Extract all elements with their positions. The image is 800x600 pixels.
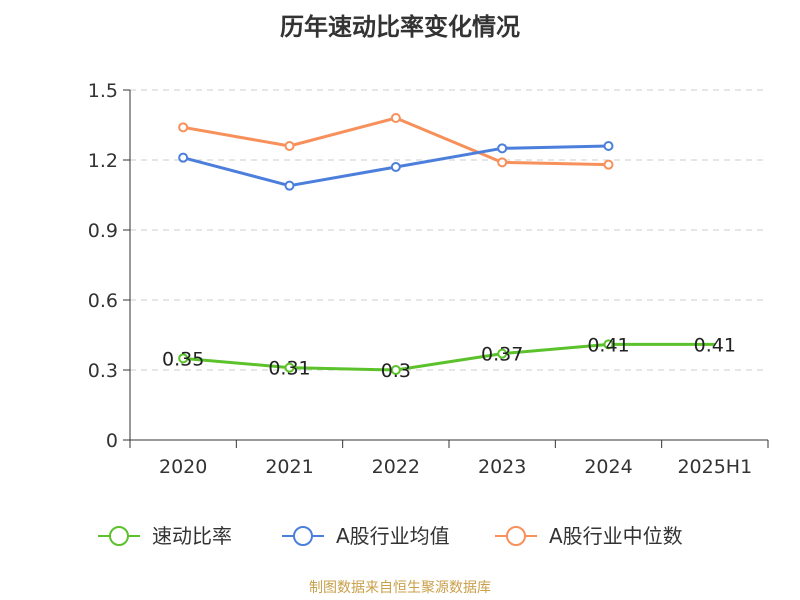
- data-point: [603, 141, 614, 151]
- data-point: [390, 113, 401, 123]
- chart-title: 历年速动比率变化情况: [280, 13, 520, 41]
- y-tick-label: 0.3: [88, 360, 118, 382]
- legend-item[interactable]: 速动比率: [98, 524, 232, 548]
- data-point: [178, 122, 189, 133]
- legend-label: A股行业均值: [336, 524, 450, 548]
- data-point: [178, 152, 189, 163]
- legend-label: 速动比率: [152, 524, 232, 548]
- series-line: [182, 116, 609, 167]
- legend-marker: [109, 526, 129, 546]
- data-label: 0.35: [162, 348, 204, 370]
- data-label: 0.41: [694, 334, 736, 356]
- data-labels: 0.35 0.31 0.3 0.37 0.41 0.41: [162, 334, 736, 382]
- data-point: [497, 157, 508, 168]
- data-point: [178, 353, 189, 364]
- series-layer: [178, 113, 715, 375]
- x-tick-label: 2025H1: [677, 456, 752, 478]
- y-axis: 0 0.3 0.6 0.9 1.2 1.5: [88, 80, 131, 452]
- x-tick-label: 2020: [159, 456, 207, 478]
- series-line: [183, 342, 715, 372]
- data-point: [284, 141, 295, 151]
- data-label: 0.3: [381, 360, 411, 382]
- legend-marker: [293, 526, 313, 546]
- data-point: [603, 159, 614, 170]
- legend-item[interactable]: A股行业均值: [282, 524, 450, 548]
- x-tick-label: 2023: [478, 456, 526, 478]
- legend-marker: [506, 526, 526, 546]
- y-tick-label: 1.5: [88, 80, 118, 102]
- grid-lines: [130, 89, 768, 371]
- y-tick-label: 0.9: [88, 220, 118, 242]
- x-tick-label: 2022: [372, 456, 420, 478]
- data-point: [284, 180, 295, 191]
- data-label: 0.31: [268, 358, 310, 380]
- data-point: [390, 365, 401, 375]
- x-axis: 2020 2021 2022 2023 2024 2025H1: [129, 439, 769, 478]
- data-label: 0.41: [587, 334, 629, 356]
- x-tick-label: 2021: [265, 456, 313, 478]
- data-point: [390, 162, 401, 172]
- data-point: [497, 348, 508, 359]
- x-tick-label: 2024: [584, 456, 632, 478]
- data-point: [284, 362, 295, 373]
- data-point: [497, 143, 508, 154]
- data-point: [603, 339, 614, 350]
- legend-item[interactable]: A股行业中位数: [495, 524, 683, 548]
- source-note: 制图数据来自恒生聚源数据库: [309, 580, 491, 596]
- legend[interactable]: 速动比率 A股行业均值 A股行业中位数: [98, 524, 683, 548]
- data-label: 0.37: [481, 344, 523, 366]
- y-tick-label: 1.2: [88, 150, 118, 172]
- legend-label: A股行业中位数: [549, 524, 683, 548]
- y-tick-label: 0.6: [88, 290, 118, 312]
- y-tick-label: 0: [106, 430, 118, 452]
